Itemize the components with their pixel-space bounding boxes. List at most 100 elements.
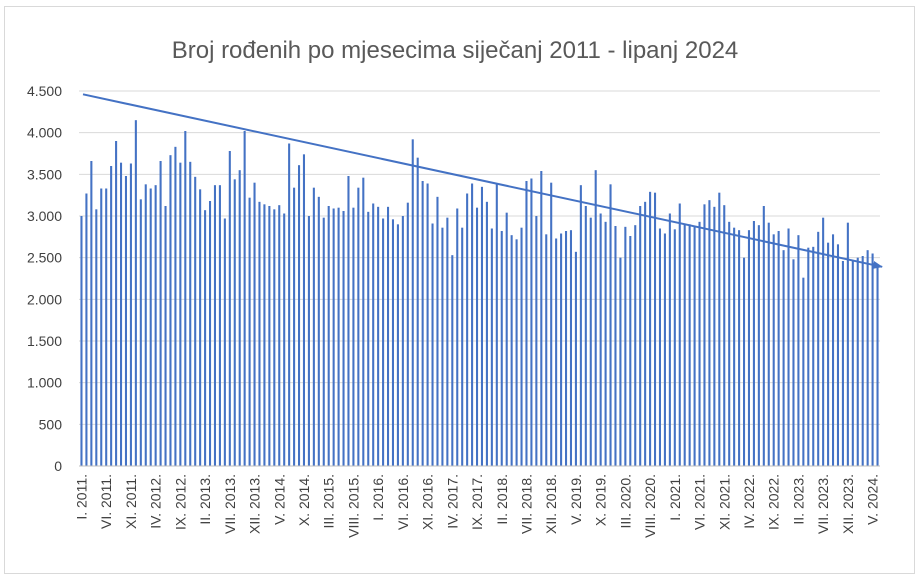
bar — [204, 210, 207, 466]
bar — [110, 166, 113, 466]
x-tick-label: IV. 2012. — [148, 474, 164, 529]
bar — [223, 218, 226, 466]
y-tick-label: 500 — [39, 416, 63, 432]
bar — [372, 203, 375, 466]
gridlines — [79, 90, 880, 425]
bar — [812, 246, 815, 466]
bar — [614, 226, 617, 466]
y-axis-tick-labels: 0 500 1.000 1.500 2.000 2.500 3.000 3.500 4.000 4… — [27, 83, 62, 474]
bar — [278, 205, 281, 467]
x-tick-label: VIII. 2015. — [345, 474, 361, 538]
bar — [80, 216, 83, 466]
bar — [208, 201, 212, 466]
y-tick-label: 2.500 — [27, 250, 62, 266]
bar — [564, 231, 568, 466]
bar — [377, 206, 380, 466]
bar — [352, 207, 355, 467]
bar — [169, 155, 172, 467]
bar — [540, 171, 543, 466]
x-tick-label: I. 2021. — [667, 474, 683, 521]
bar — [199, 189, 202, 466]
bar — [134, 120, 137, 467]
bar — [629, 236, 632, 466]
bar — [119, 162, 123, 467]
bar — [658, 228, 662, 466]
x-tick-label: III. 2020. — [617, 474, 633, 528]
bar — [342, 211, 345, 466]
bar — [480, 186, 484, 466]
bar — [767, 222, 770, 466]
x-tick-label: X. 2014. — [296, 474, 312, 526]
bar — [332, 208, 335, 466]
bar — [85, 193, 88, 466]
bar — [441, 227, 444, 466]
bar — [238, 170, 241, 467]
bar — [263, 204, 266, 466]
bar — [485, 201, 488, 466]
bar — [189, 161, 192, 466]
x-tick-label: V. 2019. — [568, 474, 584, 525]
bar — [382, 218, 385, 466]
bar — [95, 209, 98, 466]
x-tick-label: VI. 2011. — [98, 474, 114, 529]
x-tick-label: IV. 2022. — [741, 474, 757, 529]
bar — [752, 221, 755, 466]
bar — [213, 185, 217, 467]
bar — [639, 206, 642, 466]
bar — [802, 277, 805, 466]
bar — [471, 183, 474, 466]
bar — [312, 187, 315, 467]
bar — [594, 170, 597, 467]
bar — [792, 259, 795, 466]
bar — [693, 226, 696, 466]
bar — [159, 161, 162, 466]
bar — [505, 212, 508, 466]
x-tick-label: IX. 2022. — [766, 474, 782, 530]
y-tick-label: 1.500 — [27, 333, 62, 349]
bar — [446, 217, 449, 466]
bar — [757, 225, 760, 466]
bar — [817, 231, 820, 466]
y-tick-label: 4.500 — [27, 83, 62, 99]
x-tick-label: IX. 2012. — [172, 474, 188, 530]
bar — [827, 242, 830, 466]
bar — [762, 206, 765, 466]
bar — [396, 224, 399, 466]
bar — [307, 216, 310, 466]
bar — [777, 231, 780, 466]
bar — [733, 227, 736, 466]
bar — [194, 176, 197, 466]
bar — [574, 251, 577, 466]
bar — [337, 207, 340, 467]
bar — [327, 206, 330, 466]
bar — [555, 238, 558, 466]
x-tick-label: XI. 2016. — [420, 474, 436, 530]
bar — [589, 217, 592, 466]
bar — [584, 206, 587, 466]
bar — [144, 184, 147, 466]
bar — [831, 234, 835, 466]
x-tick-label: V. 2024. — [865, 474, 881, 525]
bar — [525, 181, 528, 466]
bar — [421, 181, 424, 466]
bar — [416, 157, 419, 467]
bar — [678, 203, 681, 466]
x-tick-label: VI. 2016. — [395, 474, 411, 530]
bar — [861, 256, 864, 466]
bar — [579, 185, 582, 467]
bar — [634, 225, 637, 466]
bar — [530, 178, 533, 466]
bar — [619, 257, 622, 466]
bar — [723, 205, 726, 467]
bar — [550, 182, 553, 467]
bar — [322, 217, 325, 466]
y-tick-label: 0 — [54, 458, 62, 474]
x-tick-label: XII. 2023. — [840, 474, 856, 534]
x-tick-label: IX. 2017. — [469, 474, 485, 530]
bar — [738, 230, 741, 466]
bar — [782, 250, 785, 466]
bar — [302, 154, 306, 466]
bar — [624, 226, 627, 466]
bar — [673, 229, 676, 466]
bar — [728, 221, 731, 466]
